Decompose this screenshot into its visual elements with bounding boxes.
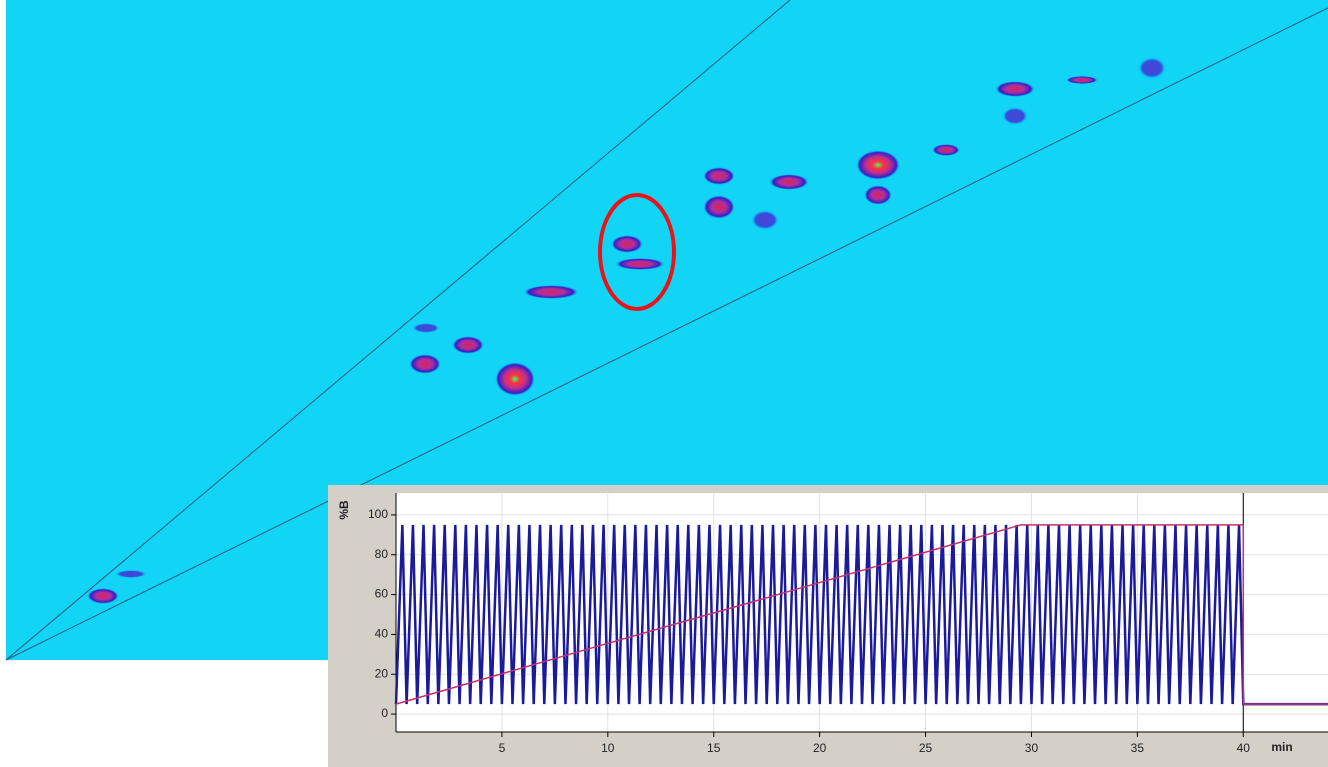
x-tick-label: 15 (707, 741, 721, 755)
spot (452, 336, 484, 354)
y-tick-label: 80 (375, 547, 389, 561)
boundary-line (5, 7, 1328, 661)
gradient-chart: 0 20 40 60 80 100 5 10 15 20 25 30 35 40 min %B (328, 485, 1328, 767)
spot (856, 150, 900, 180)
x-tick-label: 30 (1025, 741, 1039, 755)
spot (115, 570, 147, 578)
spot (495, 362, 535, 396)
spot (1138, 57, 1166, 79)
spots (87, 57, 1166, 604)
highlight-circle (598, 193, 676, 311)
spot (615, 258, 665, 270)
x-tick-label: 40 (1237, 741, 1251, 755)
spot (523, 285, 579, 299)
y-tick-label: 20 (375, 666, 389, 680)
boundary-line (5, 0, 791, 661)
series-line (395, 524, 1328, 705)
x-tick-label: 5 (499, 741, 506, 755)
y-axis-label: %B (337, 500, 351, 520)
x-tick-label: 35 (1131, 741, 1145, 755)
spot (864, 185, 892, 205)
spot (932, 144, 960, 156)
spot (409, 354, 441, 374)
spot (611, 235, 643, 253)
spot (703, 195, 735, 219)
spot (769, 174, 809, 190)
spot (412, 323, 440, 333)
y-tick-label: 60 (375, 587, 389, 601)
x-tick-label: 20 (813, 741, 827, 755)
x-tick-label: 25 (919, 741, 933, 755)
x-tick-label: 10 (601, 741, 615, 755)
y-tick-label: 0 (381, 706, 388, 720)
y-tick-label: 40 (375, 627, 389, 641)
spot (1002, 107, 1028, 125)
series-line (394, 524, 1328, 706)
x-axis-label: min (1271, 740, 1292, 754)
spot (87, 588, 119, 604)
spot (1066, 76, 1098, 84)
spot (703, 167, 735, 185)
y-tick-label: 100 (368, 507, 388, 521)
spot (751, 210, 779, 230)
spot (995, 81, 1035, 97)
